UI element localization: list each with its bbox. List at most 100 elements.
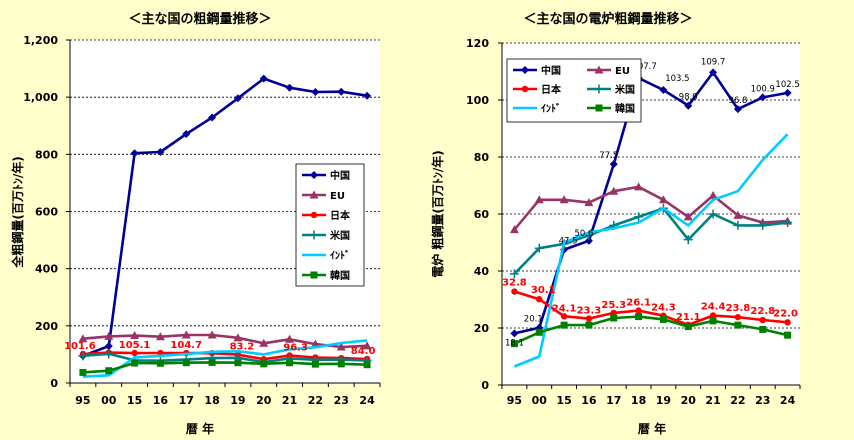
- legend-marker: [310, 211, 318, 219]
- data-point: [131, 349, 138, 357]
- x-tick-label: 20: [256, 394, 272, 407]
- data-point: [259, 74, 268, 83]
- x-tick-label: 15: [127, 394, 142, 407]
- x-tick-labels: 95 00 15 16 17 18 19 20 21 22 23 24: [507, 394, 796, 407]
- data-label: 96.3: [283, 342, 308, 353]
- y-tick-label: 0: [50, 377, 58, 390]
- x-tick-label: 21: [282, 394, 297, 407]
- legend-marker: [521, 66, 529, 74]
- data-point: [684, 323, 692, 331]
- legend-item-eu: EU: [587, 65, 630, 77]
- legend-item-china: 中国: [513, 64, 561, 77]
- data-point: [156, 359, 164, 367]
- data-point: [784, 319, 791, 326]
- series-layer: [509, 68, 793, 368]
- data-point: [337, 360, 345, 368]
- data-label: 26.1: [626, 298, 651, 309]
- chart-total-crude-steel: ＜主な国の粗鋼量推移＞ 全粗鋼量(百万ﾄﾝ/年) 暦 年 0 200 400 600 8…: [10, 11, 381, 436]
- legend-marker: [310, 171, 318, 179]
- data-label: 22.0: [773, 308, 798, 319]
- legend-label: 米国: [330, 229, 350, 242]
- legend-item-india: ｲﾝﾄﾞ: [302, 249, 350, 262]
- data-point: [78, 351, 88, 361]
- legend-item-korea: 韓国: [302, 269, 350, 282]
- legend-item-japan: 日本: [302, 209, 351, 222]
- data-point: [708, 209, 718, 219]
- data-point: [79, 368, 87, 376]
- data-point: [311, 88, 320, 97]
- x-tick-label: 19: [656, 394, 671, 407]
- data-label: 22.8: [750, 306, 775, 317]
- data-point: [534, 195, 544, 204]
- axes: [66, 39, 381, 387]
- y-tick-label: 0: [481, 379, 489, 392]
- data-point: [734, 321, 742, 329]
- y-tick-label: 1,200: [23, 34, 58, 47]
- series-korea: [79, 358, 371, 376]
- legend-item-usa: 米国: [302, 229, 350, 242]
- data-label: 24.4: [701, 301, 726, 312]
- x-axis-title: 暦 年: [638, 421, 666, 436]
- x-tick-label: 20: [681, 394, 697, 407]
- data-point: [658, 195, 668, 204]
- data-point: [130, 331, 140, 340]
- x-tick-label: 21: [705, 394, 720, 407]
- data-point: [181, 330, 191, 339]
- data-point: [659, 315, 667, 323]
- legend-marker: [594, 65, 604, 74]
- series-layer: [78, 74, 372, 378]
- data-point: [635, 313, 643, 321]
- data-point: [337, 87, 346, 96]
- y-tick-label: 60: [474, 208, 490, 221]
- y-tick-label: 20: [474, 322, 490, 335]
- data-point: [585, 321, 593, 329]
- data-point: [285, 83, 294, 92]
- legend-box: [295, 163, 365, 287]
- series-india: [82, 339, 368, 378]
- data-point: [610, 309, 617, 317]
- data-point: [708, 190, 718, 199]
- data-label: 50.6: [574, 229, 593, 239]
- data-point: [509, 269, 519, 279]
- data-labels: 101.6 105.1 104.7 83.2 96.3 84.0: [64, 340, 375, 357]
- data-point: [234, 359, 242, 367]
- y-axis-title: 電炉 粗鋼量(百万ﾄﾝ/年): [430, 150, 445, 278]
- data-point: [78, 334, 88, 343]
- data-point: [259, 338, 269, 347]
- legend-item-usa: 米国: [587, 83, 635, 96]
- data-point: [709, 312, 717, 319]
- data-point: [609, 160, 618, 169]
- y-tick-label: 80: [474, 151, 490, 164]
- x-tick-label: 15: [556, 394, 571, 407]
- data-point: [684, 101, 693, 110]
- data-point: [584, 236, 593, 245]
- data-label: 101.6: [64, 341, 96, 352]
- data-label: 107.7: [632, 62, 656, 72]
- legend-label: EU: [330, 191, 345, 202]
- x-axis-title: 暦 年: [186, 421, 214, 436]
- data-point: [207, 330, 217, 339]
- data-labels: 18.1 20.1 47.550.6 77.5 107.7 103.5 98.0 109.7 9…: [502, 57, 800, 348]
- data-label: 18.1: [505, 338, 524, 348]
- data-point: [208, 358, 216, 366]
- x-tick-label: 16: [581, 394, 597, 407]
- data-label: 23.3: [577, 306, 602, 317]
- data-point: [683, 212, 693, 221]
- data-point: [131, 359, 139, 367]
- y-tick-label: 40: [474, 265, 490, 278]
- legend-label: 中国: [541, 64, 561, 77]
- series-line: [513, 315, 788, 345]
- data-point: [733, 220, 743, 230]
- data-point: [336, 342, 346, 351]
- legend-marker: [309, 190, 319, 199]
- x-tick-label: 24: [780, 394, 796, 407]
- series-india: [513, 133, 789, 368]
- data-point: [584, 198, 594, 207]
- legend: 中国 EU 日本 米国 ｲﾝﾄﾞ 韓国: [506, 58, 642, 123]
- data-label: 83.2: [230, 342, 255, 353]
- series-line: [514, 290, 788, 327]
- legend-label: 韓国: [615, 102, 635, 115]
- data-point: [733, 105, 742, 114]
- legend-label: 中国: [330, 169, 350, 182]
